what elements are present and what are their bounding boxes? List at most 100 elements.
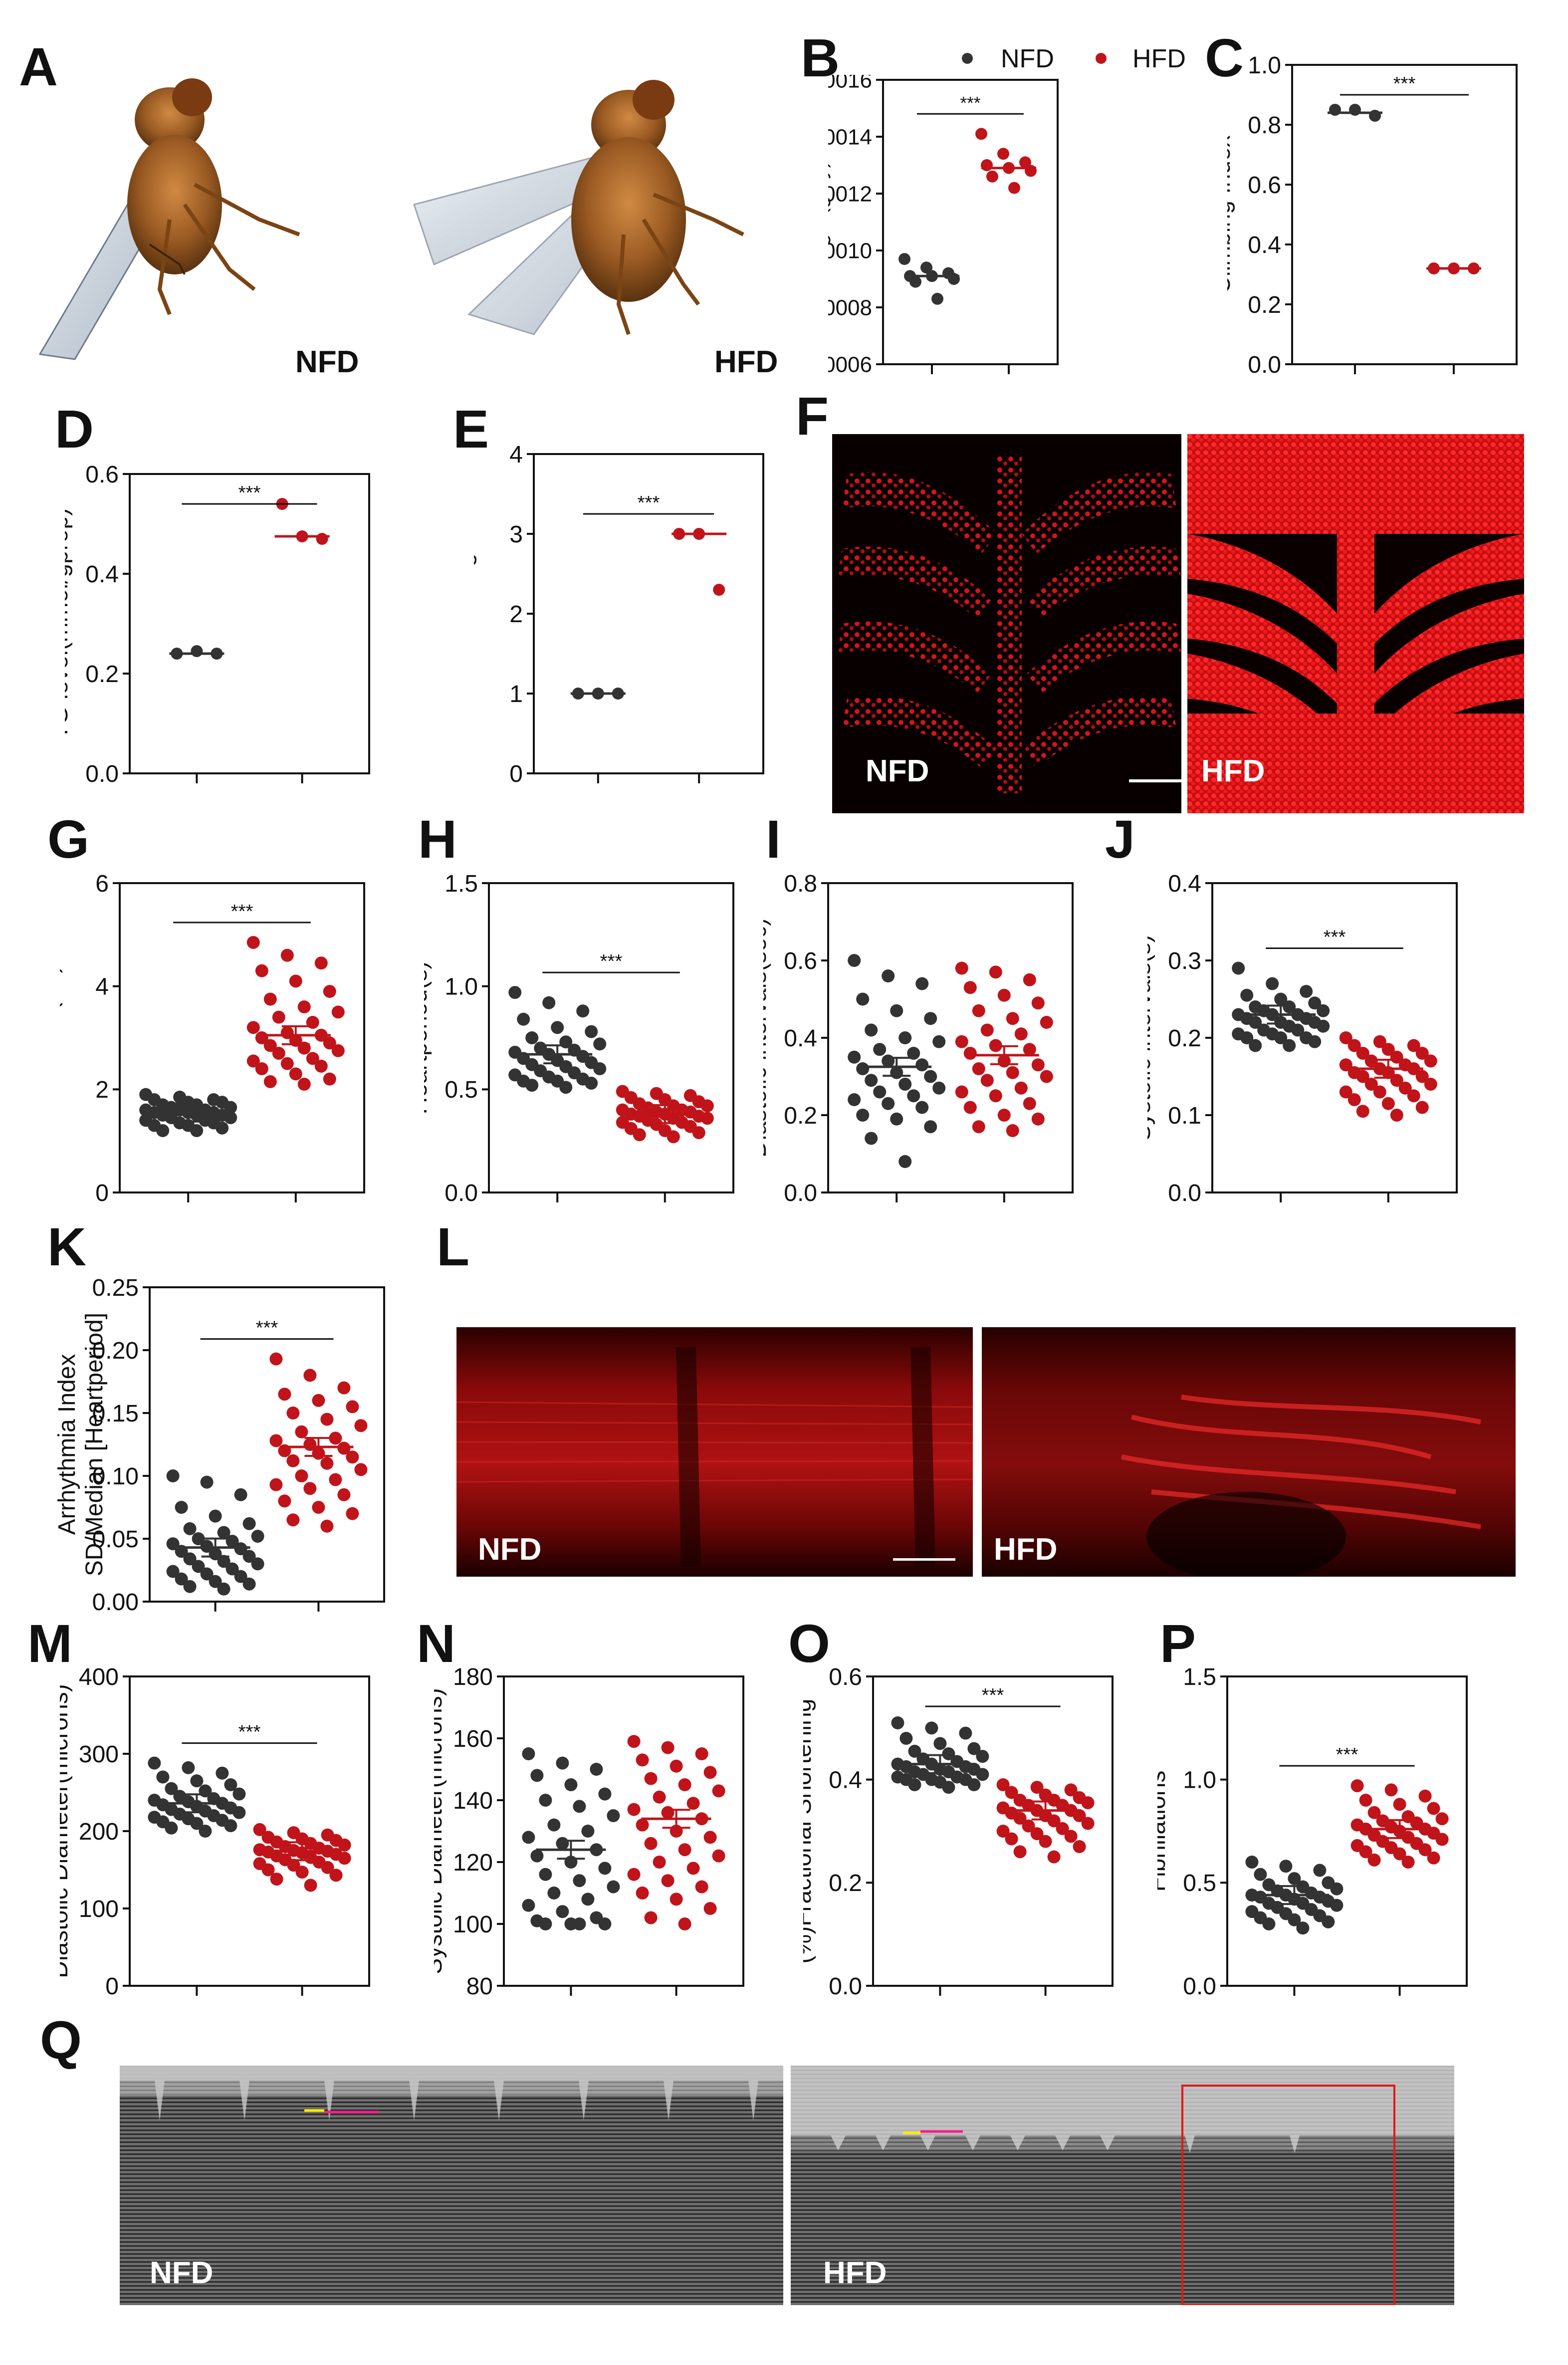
data-point-j-hfd xyxy=(1373,1085,1386,1099)
data-point-o-hfd xyxy=(1030,1781,1044,1794)
y-tick-label-c: 0.0 xyxy=(1248,352,1281,378)
data-point-p-hfd xyxy=(1427,1802,1440,1815)
data-point-m-nfd xyxy=(216,1766,229,1780)
data-point-i-nfd xyxy=(882,969,895,982)
chart-g-heartrate: 0 2 4 6 Heartrate(Hz) *** xyxy=(60,873,365,1202)
data-point-p-hfd xyxy=(1435,1833,1449,1846)
data-point-n-nfd xyxy=(522,1898,535,1912)
data-point-j-nfd xyxy=(1308,996,1322,1010)
y-tick-label-k: 0.05 xyxy=(92,1526,139,1553)
data-point-i-hfd xyxy=(1031,1058,1045,1072)
y-tick-label-j: 0.2 xyxy=(1168,1025,1201,1052)
data-point-g-hfd xyxy=(263,1075,277,1088)
data-point-g-nfd xyxy=(190,1124,204,1137)
data-point-j-hfd xyxy=(1339,1058,1352,1072)
data-point-m-hfd xyxy=(329,1869,343,1882)
data-point-m-nfd xyxy=(224,1778,237,1791)
data-point-o-nfd xyxy=(933,1737,947,1750)
y-tick-label-n: 120 xyxy=(453,1850,493,1876)
data-point-i-nfd xyxy=(882,1097,895,1110)
data-point-k-nfd xyxy=(242,1517,256,1530)
y-tick-label-b: 0.0016 xyxy=(828,75,872,92)
panel-letter-k: K xyxy=(47,1216,86,1277)
data-point-o-hfd xyxy=(1039,1835,1052,1848)
data-point-g-hfd xyxy=(331,1005,345,1019)
data-point-n-hfd xyxy=(644,1837,658,1850)
y-axis-title-h: Heartperiod(s) xyxy=(424,961,432,1115)
data-point-i-nfd xyxy=(848,954,861,967)
data-point-k-nfd xyxy=(183,1522,197,1535)
data-point-m-nfd xyxy=(190,1774,204,1788)
data-point-g-nfd xyxy=(216,1121,229,1135)
data-point-g-hfd xyxy=(314,1059,328,1073)
data-point-n-hfd xyxy=(703,1902,717,1915)
data-point-p-nfd xyxy=(1288,1872,1301,1886)
plot-frame-p xyxy=(1226,1675,1468,1987)
data-point-k-hfd xyxy=(337,1381,351,1395)
legend-nfd-marker xyxy=(962,53,973,64)
y-axis-title-line2-k: SD/Median [Heartperiod] xyxy=(81,1313,108,1576)
data-point-k-nfd xyxy=(251,1557,264,1571)
significance-label-d: *** xyxy=(238,482,261,503)
data-point-n-hfd xyxy=(703,1766,717,1779)
data-point-j-hfd xyxy=(1415,1047,1429,1060)
data-point-k-hfd xyxy=(320,1456,334,1470)
data-point-m-hfd xyxy=(261,1863,275,1877)
y-tick-label-k: 0.15 xyxy=(92,1401,139,1427)
data-point-k-nfd xyxy=(225,1562,239,1576)
data-point-i-nfd xyxy=(915,1101,929,1114)
data-point-g-hfd xyxy=(246,1054,260,1068)
data-point-o-hfd xyxy=(996,1778,1010,1791)
data-point-h-nfd xyxy=(517,1012,530,1026)
data-point-k-nfd xyxy=(192,1532,205,1545)
data-point-p-nfd xyxy=(1322,1915,1335,1928)
y-tick-label-m: 100 xyxy=(79,1896,119,1922)
data-point-n-nfd xyxy=(573,1917,586,1930)
data-point-k-hfd xyxy=(346,1507,359,1520)
data-point-k-nfd xyxy=(217,1555,230,1568)
y-tick-label-e: 1 xyxy=(509,681,523,708)
y-tick-label-n: 160 xyxy=(453,1726,493,1752)
f-label-hfd: HFD xyxy=(1201,754,1265,788)
data-point-i-hfd xyxy=(1006,1066,1019,1079)
data-point-k-hfd xyxy=(320,1519,334,1533)
y-tick-label-h: 1.5 xyxy=(445,873,478,897)
data-point-i-nfd xyxy=(907,1089,920,1103)
y-tick-label-p: 0.5 xyxy=(1183,1870,1216,1896)
data-point-m-nfd xyxy=(165,1782,178,1795)
data-point-g-hfd xyxy=(280,1057,294,1070)
data-point-i-nfd xyxy=(873,1085,887,1099)
data-point-k-hfd xyxy=(346,1400,359,1414)
data-point-i-hfd xyxy=(963,1047,977,1060)
data-point-k-nfd xyxy=(200,1475,214,1489)
data-point-j-nfd xyxy=(1308,1035,1322,1048)
data-point-n-hfd xyxy=(678,1917,691,1930)
data-point-m-nfd xyxy=(148,1756,161,1770)
data-point-o-nfd xyxy=(942,1747,955,1760)
y-tick-label-d: 0.0 xyxy=(85,761,119,783)
data-point-n-hfd xyxy=(644,1911,658,1924)
data-point-k-hfd xyxy=(354,1463,368,1476)
data-point-k-hfd xyxy=(303,1482,317,1495)
data-point-n-hfd xyxy=(670,1759,683,1773)
data-point-o-hfd xyxy=(1081,1817,1095,1830)
data-point-p-nfd xyxy=(1279,1860,1293,1873)
panel-letter-n: N xyxy=(417,1613,455,1673)
data-point-o-nfd xyxy=(959,1726,972,1740)
data-point-o-hfd xyxy=(1005,1786,1018,1799)
data-point-n-hfd xyxy=(653,1790,666,1804)
data-point-n-nfd xyxy=(556,1905,569,1918)
data-point-i-hfd xyxy=(980,1023,994,1037)
chart-p-fibrillations: 0.0 0.5 1.0 1.5 Fibrillations *** xyxy=(1157,1666,1468,2000)
plot-frame-i xyxy=(827,882,1074,1193)
y-tick-label-g: 2 xyxy=(95,1077,109,1103)
data-point-j-nfd xyxy=(1300,985,1313,998)
data-point-j-hfd xyxy=(1373,1035,1386,1048)
y-tick-label-g: 6 xyxy=(95,873,109,897)
y-tick-label-m: 400 xyxy=(79,1666,119,1690)
data-point-k-nfd xyxy=(217,1526,230,1539)
data-point-k-hfd xyxy=(278,1494,291,1508)
y-axis-title-i: Diastolic intervals(sec) xyxy=(763,918,771,1158)
data-point-h-nfd xyxy=(551,1021,564,1034)
data-point-h-nfd xyxy=(525,1031,539,1044)
